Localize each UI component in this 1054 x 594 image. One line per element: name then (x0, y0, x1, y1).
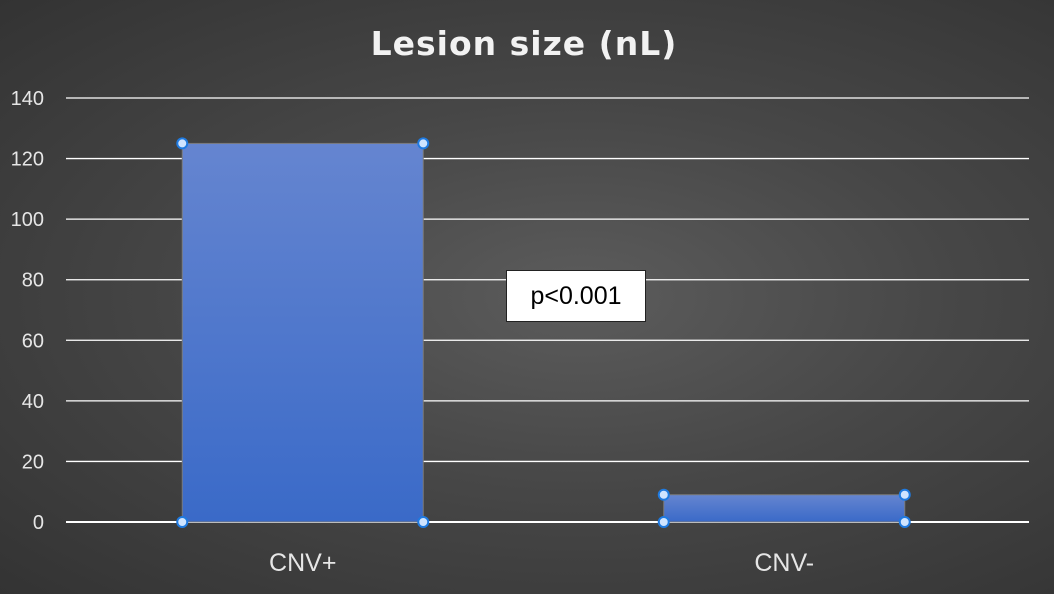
y-tick-label: 120 (11, 149, 44, 171)
resize-handle[interactable] (417, 516, 430, 528)
y-axis-ticks: 0 20 40 60 80 100 120 140 (11, 88, 44, 534)
bars[interactable] (181, 142, 906, 523)
chart-title: Lesion size (nL) (371, 24, 678, 63)
x-axis-categories: CNV+ CNV- (269, 549, 814, 577)
x-category-label: CNV- (754, 549, 814, 577)
y-tick-label: 60 (22, 330, 44, 352)
y-tick-label: 100 (11, 209, 44, 231)
bar-cnv-plus[interactable] (181, 142, 424, 523)
resize-handle[interactable] (898, 516, 911, 528)
y-tick-label: 20 (22, 451, 44, 473)
p-value-text: p<0.001 (530, 281, 622, 310)
resize-handle[interactable] (417, 137, 430, 150)
resize-handle[interactable] (657, 488, 670, 501)
y-tick-label: 80 (22, 270, 44, 292)
resize-handle[interactable] (898, 488, 911, 501)
y-tick-label: 40 (22, 391, 44, 413)
selection-handles[interactable] (176, 137, 911, 528)
resize-handle[interactable] (657, 516, 670, 528)
resize-handle[interactable] (176, 137, 189, 150)
y-tick-label: 0 (33, 512, 44, 534)
x-category-label: CNV+ (269, 549, 336, 577)
y-tick-label: 140 (11, 88, 44, 110)
resize-handle[interactable] (176, 516, 189, 528)
bar-cnv-minus[interactable] (663, 494, 906, 523)
p-value-annotation[interactable]: p<0.001 (506, 270, 646, 322)
